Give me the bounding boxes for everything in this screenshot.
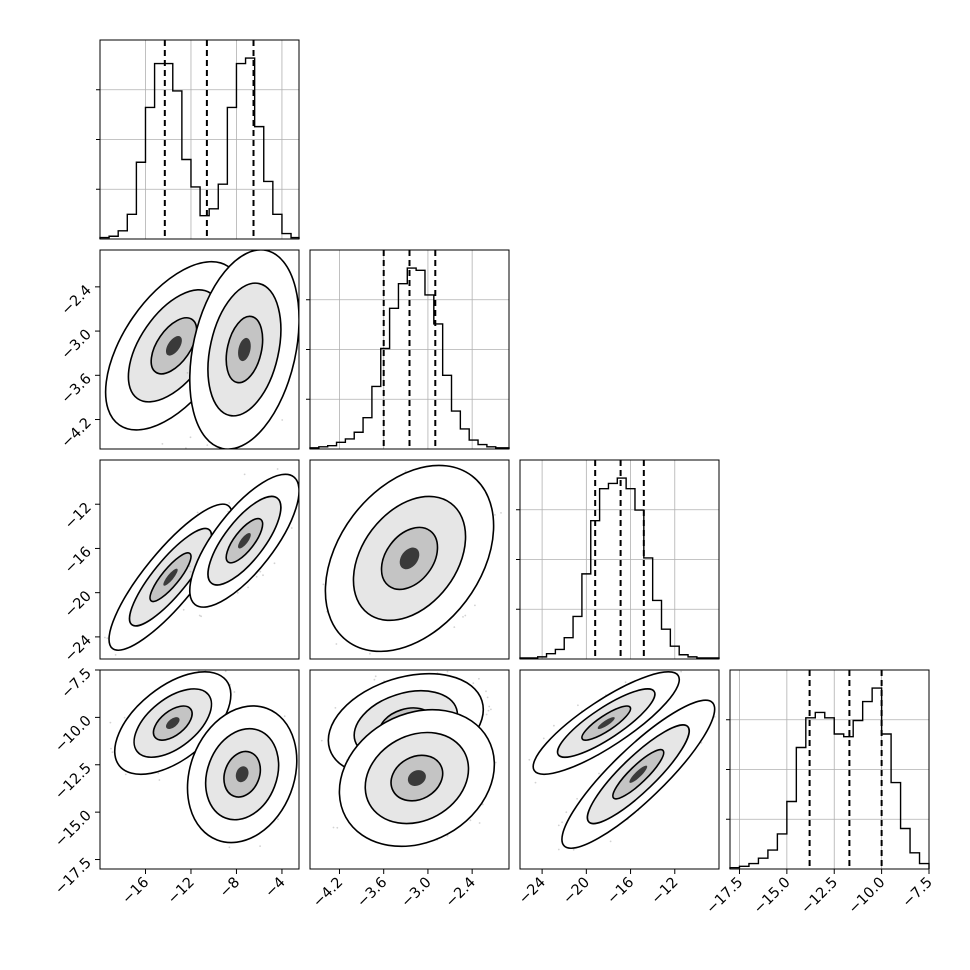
- scatter-point: [462, 616, 464, 618]
- scatter-point: [308, 639, 310, 641]
- scatter-point: [189, 436, 192, 439]
- y-tick-label: −4.2: [59, 415, 95, 451]
- scatter-point: [281, 419, 284, 421]
- panel-frame: [99, 249, 300, 450]
- scatter-point: [206, 444, 209, 446]
- scatter-panel-2-1: [308, 459, 510, 660]
- scatter-point: [186, 372, 189, 374]
- scatter-point: [255, 575, 258, 578]
- panel-content: [81, 250, 304, 469]
- scatter-point: [243, 473, 246, 476]
- scatter-point: [182, 608, 185, 611]
- scatter-panel-3-0: −17.5−15.0−12.5−10.0−7.5−16 −12 −8 −4: [52, 666, 300, 907]
- scatter-point: [123, 716, 126, 719]
- panel-frame: [519, 459, 720, 660]
- scatter-panel-2-0: −24 −20 −16 −12: [62, 459, 300, 665]
- scatter-point: [114, 654, 117, 656]
- scatter-point: [124, 773, 127, 776]
- panel-frame: [729, 669, 930, 870]
- scatter-point: [247, 586, 250, 589]
- histogram-panel-0: [96, 39, 300, 240]
- scatter-point: [335, 643, 338, 645]
- histogram-step: [309, 267, 510, 449]
- y-tick-label: −2.4: [59, 282, 95, 318]
- y-tick-label: −20: [62, 588, 95, 621]
- scatter-point: [494, 514, 496, 516]
- scatter-point: [500, 512, 502, 514]
- histogram-panel-1: [306, 249, 510, 450]
- scatter-point: [474, 604, 476, 607]
- density-peak: [163, 568, 178, 586]
- scatter-point: [259, 570, 262, 573]
- scatter-point: [111, 751, 114, 754]
- scatter-panel-1-0: −4.2 −3.6 −3.0 −2.4: [59, 249, 304, 469]
- scatter-point: [188, 565, 191, 568]
- panel-frame: [99, 39, 300, 240]
- panel-frame: [99, 459, 300, 660]
- x-tick-label: −17.5: [704, 875, 747, 918]
- scatter-point: [196, 511, 199, 514]
- scatter-point: [236, 591, 239, 594]
- scatter-point: [81, 396, 83, 398]
- scatter-point: [302, 303, 304, 305]
- x-tick-label: −12.5: [798, 875, 841, 918]
- scatter-point: [404, 470, 407, 472]
- density-peak: [238, 337, 251, 362]
- y-tick-label: −16: [62, 544, 95, 577]
- y-tick-label: −12: [62, 500, 95, 533]
- scatter-point: [198, 614, 201, 617]
- scatter-point: [453, 626, 456, 628]
- histogram-panel-3: −17.5 −15.0 −12.5 −10.0 −7.5: [704, 669, 936, 918]
- panel-frame: [309, 249, 510, 450]
- density-peak: [165, 336, 182, 356]
- scatter-point: [200, 615, 203, 618]
- scatter-point: [189, 570, 192, 573]
- panel-content: [104, 468, 299, 663]
- histogram-step: [99, 57, 300, 239]
- scatter-point: [262, 574, 264, 577]
- scatter-point: [138, 467, 140, 469]
- scatter-point: [161, 443, 164, 445]
- y-tick-label: −3.0: [59, 327, 95, 363]
- scatter-point: [276, 468, 279, 470]
- scatter-point: [104, 636, 106, 639]
- y-tick-label: −24: [62, 632, 95, 665]
- panel-content: [109, 670, 298, 849]
- panel-frame: [309, 459, 510, 660]
- density-peak: [399, 547, 420, 570]
- histogram-step: [519, 477, 720, 659]
- scatter-point: [108, 661, 110, 663]
- density-peak: [238, 532, 251, 549]
- x-tick-label: −10.0: [846, 875, 889, 918]
- scatter-point: [106, 637, 109, 640]
- panel-content: [308, 464, 502, 655]
- scatter-point: [369, 652, 371, 655]
- x-tick-label: −15.0: [751, 875, 794, 918]
- x-tick-label: −7.5: [900, 875, 936, 911]
- scatter-point: [273, 562, 276, 565]
- scatter-point: [110, 747, 112, 750]
- scatter-point: [290, 527, 293, 529]
- scatter-point: [228, 502, 231, 504]
- scatter-point: [322, 583, 325, 586]
- histogram-panel-2: [516, 459, 720, 660]
- histogram-step: [729, 687, 930, 869]
- scatter-point: [464, 614, 467, 617]
- y-tick-label: −3.6: [59, 371, 95, 407]
